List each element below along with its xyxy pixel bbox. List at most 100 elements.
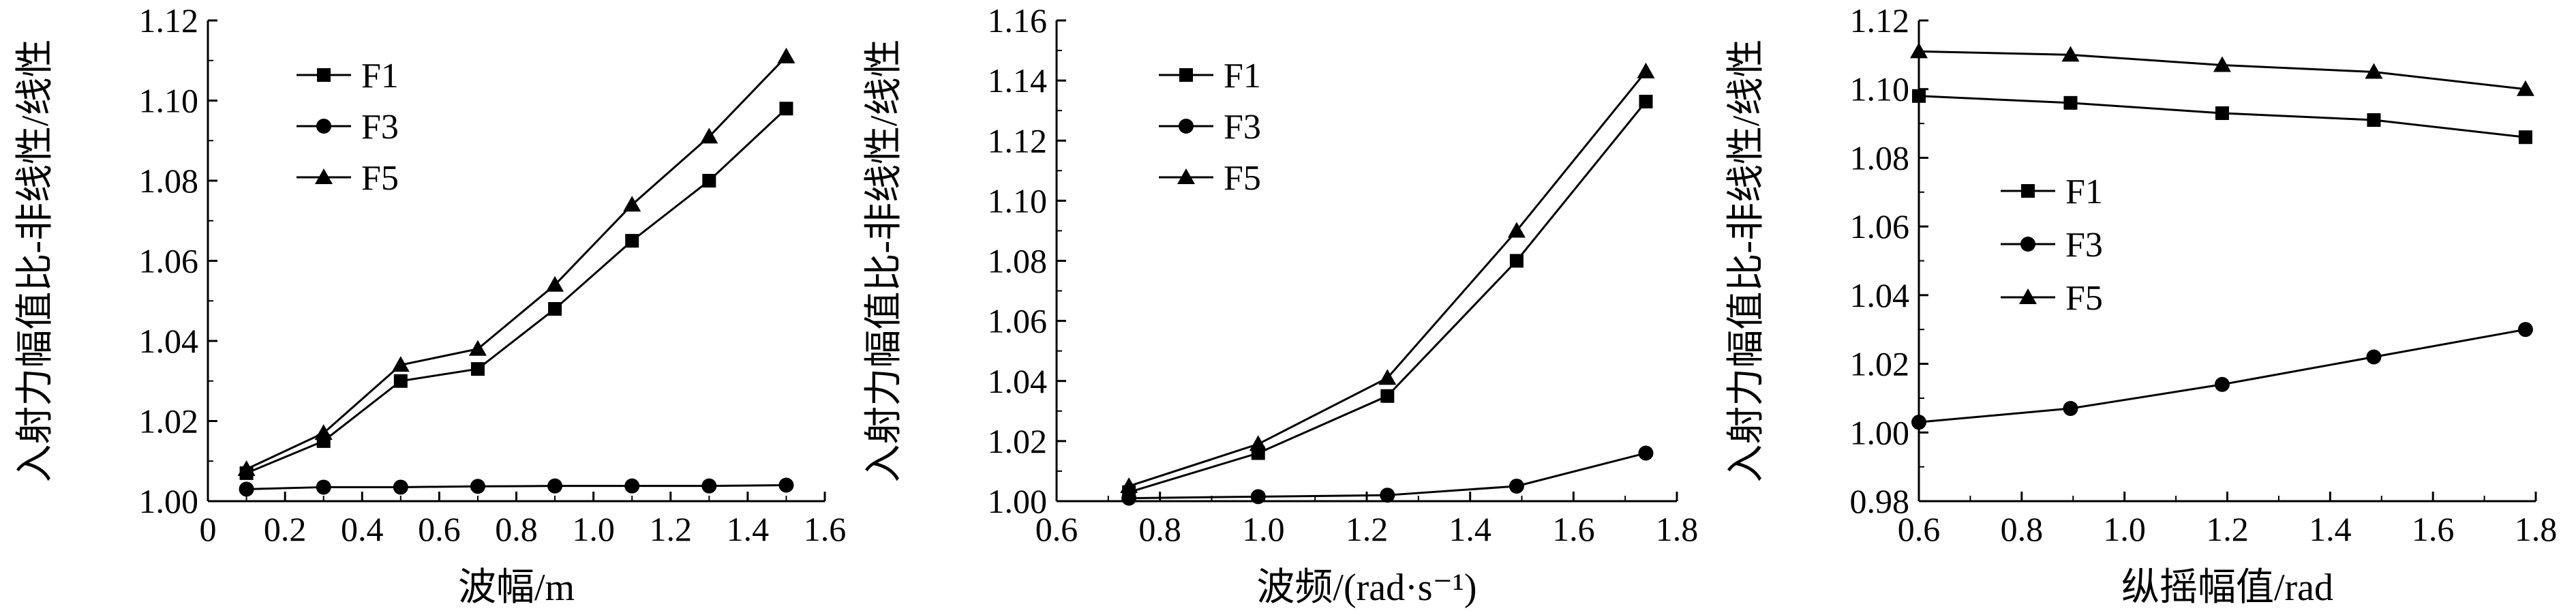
data-point-F5 [237,460,256,476]
legend-item-F3: F3 [2001,226,2103,265]
data-point-F5 [700,128,718,144]
legend-label: F1 [2065,173,2103,211]
data-point-F5 [1378,369,1397,385]
x-tick-label: 1.0 [2103,510,2146,548]
legend-item-F1: F1 [2001,173,2103,211]
y-tick-label: 1.02 [139,402,199,440]
x-tick-label: 0.8 [495,510,538,548]
data-point-F5 [2516,80,2534,96]
y-tick-label: 1.00 [139,482,199,520]
data-point-F3 [1911,415,1926,430]
y-axis-label: 入射力幅值比-非线性/线性 [1725,39,1768,482]
x-tick-label: 1.6 [804,510,847,548]
legend-marker-F5 [315,168,333,184]
data-point-F1 [2063,95,2078,110]
y-tick-label: 1.12 [988,121,1048,160]
data-point-F3 [1121,490,1137,506]
legend-marker-F1 [2021,184,2035,198]
y-tick-label: 1.04 [988,362,1048,400]
x-axis-label: 纵摇幅值/rad [2121,567,2333,609]
series-line-F3 [1918,328,2526,423]
legend-label: F3 [1224,108,1261,147]
x-tick-label: 0.2 [264,510,307,548]
x-tick-label: 1.4 [1449,510,1491,548]
y-tick-label: 1.08 [139,162,199,200]
x-tick-label: 1.8 [2515,510,2558,548]
x-tick-label: 1.6 [2412,510,2455,548]
series-line-F5 [1128,70,1647,488]
x-tick-label: 0 [200,510,217,548]
x-tick-label: 0.8 [2001,510,2044,548]
x-tick-label: 1.2 [650,510,693,548]
legend-marker-F3 [316,119,331,134]
legend-label: F5 [361,159,399,198]
data-point-F1 [1509,254,1524,268]
y-tick-label: 1.10 [988,181,1048,220]
y-tick-label: 1.08 [988,242,1048,280]
x-tick-label: 0.6 [1898,510,1941,548]
y-tick-label: 1.12 [1850,1,1910,40]
chart-panel-2: 0.6 0.8 1.0 1.2 1.4 1.6 1.8 1.00 1.02 1.04 1.06 1.0… [863,1,1698,609]
legend-item-F5: F5 [2001,279,2103,318]
data-point-F3 [547,478,563,494]
data-point-F1 [2367,113,2381,128]
data-point-F5 [1120,477,1138,493]
data-point-F5 [1910,42,1928,59]
y-tick-label: 1.10 [139,82,199,120]
y-axis-label: 入射力幅值比-非线性/线性 [14,39,57,482]
x-tick-label: 1.2 [2206,510,2249,548]
series-line-F3 [246,484,787,490]
data-point-F3 [2517,322,2533,338]
legend-marker-F5 [2019,288,2037,304]
legend-marker-F3 [2020,237,2035,252]
data-point-F5 [1249,435,1267,451]
legend-label: F3 [2065,226,2103,265]
data-point-F3 [1250,489,1266,505]
data-point-F3 [1509,478,1524,494]
data-point-F5 [1507,222,1526,238]
legend-item-F5: F5 [1159,159,1261,198]
y-tick-label: 1.08 [1850,138,1910,177]
x-tick-label: 1.4 [727,510,770,548]
y-tick-label: 1.02 [988,422,1048,460]
legend-item-F1: F1 [297,57,399,95]
x-tick-label: 1.0 [1242,510,1285,548]
series-line-F5 [245,55,787,470]
legend-label: F1 [361,57,399,95]
x-tick-label: 1.8 [1656,510,1699,548]
series-line-F1 [1128,101,1647,494]
series-F5 [237,47,795,476]
data-point-F5 [777,47,795,63]
data-point-F1 [1380,389,1395,403]
data-point-F5 [1637,62,1655,78]
y-tick-label: 1.04 [139,322,199,360]
data-point-F1 [393,374,408,388]
data-point-F5 [2365,63,2383,79]
data-point-F5 [2213,56,2231,72]
y-tick-label: 1.04 [1850,276,1910,314]
legend-label: F1 [1224,57,1261,95]
x-tick-label: 1.0 [572,510,615,548]
data-point-F3 [316,479,331,495]
data-point-F1 [470,362,485,376]
data-point-F3 [470,479,485,494]
data-point-F5 [623,196,641,212]
legend-marker-F1 [317,68,331,82]
legend-label: F5 [2065,279,2103,318]
data-point-F3 [2063,401,2078,417]
series-F1 [1122,94,1653,499]
series-F3 [1911,322,2533,430]
data-point-F1 [702,174,716,188]
y-tick-label: 1.12 [139,1,199,40]
y-axis-label: 入射力幅值比-非线性/线性 [863,39,905,482]
y-tick-label: 1.02 [1850,345,1910,383]
legend-marker-F5 [1177,168,1195,184]
data-point-F1 [548,302,562,316]
data-point-F1 [625,234,639,248]
series-F1 [239,102,793,480]
y-tick-label: 1.14 [988,61,1048,100]
legend-marker-F1 [1179,68,1193,82]
x-tick-label: 1.4 [2309,510,2352,548]
y-tick-label: 1.06 [1850,207,1910,245]
